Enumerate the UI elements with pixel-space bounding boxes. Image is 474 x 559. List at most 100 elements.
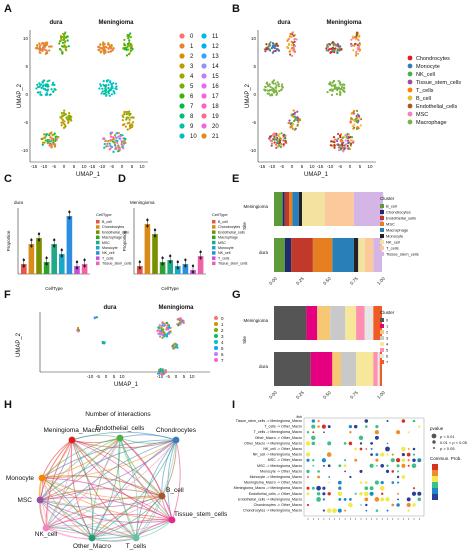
bar-c-point	[45, 256, 48, 260]
dotplot-point	[306, 503, 310, 507]
umap-f-point	[182, 320, 185, 324]
umap-a-point	[61, 118, 64, 121]
legend-a-swatch	[179, 73, 185, 79]
umap-b-point	[337, 137, 340, 140]
umap-a-point	[109, 144, 112, 147]
dotplot-point	[358, 435, 364, 441]
dotplot-point	[348, 502, 353, 508]
umap-f-facet-meningioma: Meningioma	[158, 305, 194, 311]
umap-b-point	[359, 124, 362, 127]
network-edge	[45, 519, 173, 535]
umap-a-point	[60, 38, 63, 41]
bar-d-legend-swatch	[212, 225, 216, 229]
network-node	[168, 516, 176, 524]
umap-a-point	[108, 88, 111, 91]
umap-b-point	[284, 139, 287, 142]
umap-a-point	[114, 147, 117, 150]
dotplot-point	[365, 481, 368, 484]
umap-a-point	[48, 138, 51, 141]
umap-b-point	[353, 42, 357, 45]
bar-d-point	[153, 228, 157, 232]
dotplot-point	[370, 453, 373, 456]
umap-f-point	[159, 332, 162, 336]
umap-b-ytick: -5	[252, 120, 256, 125]
legend-a-label: 9	[190, 124, 194, 130]
stack-e-legend-swatch	[380, 216, 384, 220]
umap-b-point	[358, 49, 361, 53]
umap-b-point	[337, 148, 341, 152]
bar-c-legend-swatch	[96, 246, 100, 250]
legend-b-swatch	[407, 95, 413, 101]
network-edge	[39, 439, 177, 501]
dotplot-point	[354, 447, 358, 451]
umap-a-point	[45, 134, 48, 137]
umap-a-point	[127, 48, 130, 51]
dotplot-point	[322, 486, 326, 490]
umap-b-point	[325, 49, 328, 52]
umap-a-point	[50, 88, 53, 91]
umap-f-xlabel: UMAP_1	[114, 382, 139, 388]
umap-a-point	[128, 114, 131, 117]
dotplot-point	[417, 491, 422, 496]
network-node	[38, 474, 46, 482]
dotplot-point	[407, 464, 410, 467]
bar-d-point	[169, 260, 172, 264]
network-node-label: B_cell	[166, 487, 184, 494]
stack-g-xtick: 0.25	[295, 390, 305, 400]
umap-a-point	[68, 117, 71, 120]
stack-e-segment	[274, 192, 283, 226]
umap-a-point	[128, 44, 131, 47]
dotplot-point	[374, 435, 379, 440]
umap-a-point	[62, 39, 65, 42]
panel-label-g: G	[232, 289, 241, 301]
dotplot-point	[391, 481, 395, 484]
umap-a-point	[123, 38, 126, 42]
umap-f-point	[161, 321, 164, 325]
bar-c-title: dura	[14, 200, 24, 205]
legend-a-label: 21	[212, 134, 219, 140]
umap-a-point	[61, 45, 65, 48]
legend-a-swatch	[179, 83, 185, 89]
panel-label-c: C	[4, 173, 12, 185]
umap-b-point	[291, 127, 294, 130]
dotplot-point	[370, 442, 373, 445]
dotplot-point	[360, 504, 362, 506]
umap-f-ylabel: UMAP_2	[16, 332, 22, 357]
umap-a-point	[59, 35, 63, 38]
bar-c-legend-label: Endothelial_cells	[102, 230, 129, 234]
umap-a-point	[46, 93, 49, 96]
umap-a-point	[67, 45, 70, 48]
umap-a-point	[65, 49, 68, 52]
umap-a-point	[103, 49, 106, 53]
bar-d-point	[199, 256, 202, 260]
dotplot-point	[386, 442, 389, 445]
dotplot-top-label: fish	[297, 415, 303, 419]
umap-b-point	[350, 136, 354, 139]
umap-a-point	[64, 113, 67, 116]
legend-a-swatch	[201, 103, 207, 109]
umap-a-point	[117, 150, 120, 153]
umap-a-point	[53, 133, 56, 136]
bar-c-point	[75, 266, 79, 270]
dotplot-point	[322, 498, 326, 501]
dotplot-point	[386, 464, 389, 468]
stack-g-segment	[330, 306, 346, 340]
umap-a-point	[111, 49, 114, 52]
umap-b-point	[293, 128, 296, 131]
umap-a-point	[123, 48, 126, 51]
umap-a-point	[131, 116, 134, 119]
dotplot-point	[407, 431, 410, 434]
umap-a-point	[54, 88, 57, 91]
dotplot-point	[316, 492, 321, 496]
umap-b-point	[353, 119, 356, 122]
umap-b-point	[336, 139, 339, 143]
umap-a-point	[131, 121, 135, 124]
umap-a-point	[46, 89, 49, 92]
umap-b-point	[345, 143, 348, 146]
umap-b-point	[331, 81, 334, 84]
umap-a-point	[107, 42, 110, 45]
dotplot-point	[305, 441, 311, 446]
umap-b-point	[271, 87, 274, 90]
stack-g-xtick: 0.75	[349, 390, 359, 400]
umap-b-point	[339, 144, 342, 147]
